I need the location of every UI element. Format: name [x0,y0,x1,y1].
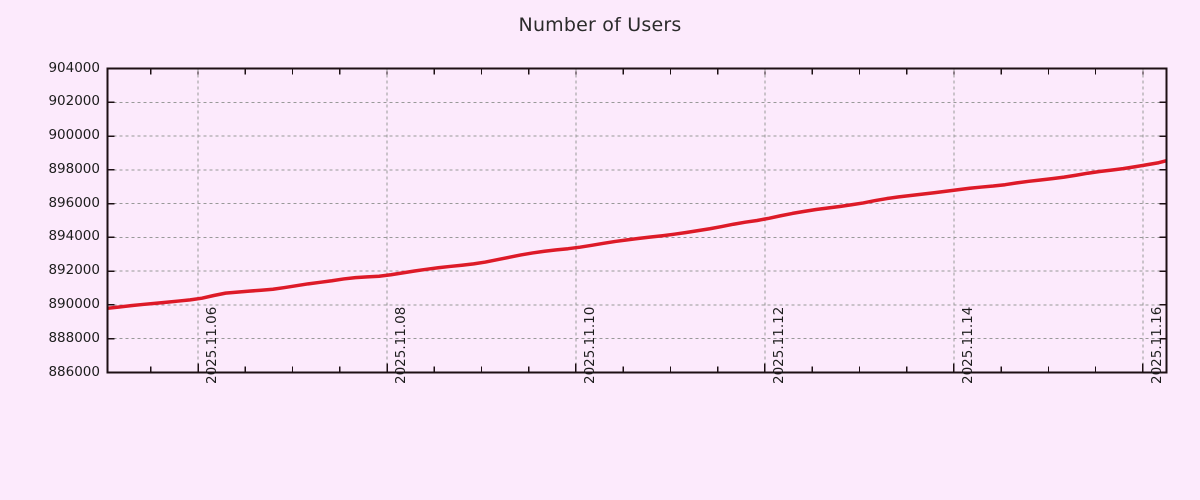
x-tick-label: 2025.11.10 [581,306,598,384]
y-tick-label: 886000 [48,363,100,380]
y-tick-label: 892000 [48,262,100,279]
y-tick-label: 902000 [48,93,100,110]
plot-frame [106,67,1168,374]
x-tick-label: 2025.11.14 [959,306,976,384]
y-tick-label: 900000 [48,127,100,144]
data-series-line [107,159,1167,311]
y-tick-label: 890000 [48,295,100,312]
x-tick-label: 2025.11.06 [204,306,221,384]
x-tick-label: 2025.11.16 [1148,306,1165,384]
x-tick-label: 2025.11.12 [770,306,787,384]
y-tick-label: 888000 [48,329,100,346]
x-tick-label: 2025.11.08 [393,306,409,384]
y-tick-label: 898000 [48,160,100,177]
chart-title: Number of Users [518,14,682,36]
y-tick-label: 904000 [48,59,100,76]
y-tick-label: 894000 [48,228,100,245]
y-tick-label: 896000 [48,194,100,211]
